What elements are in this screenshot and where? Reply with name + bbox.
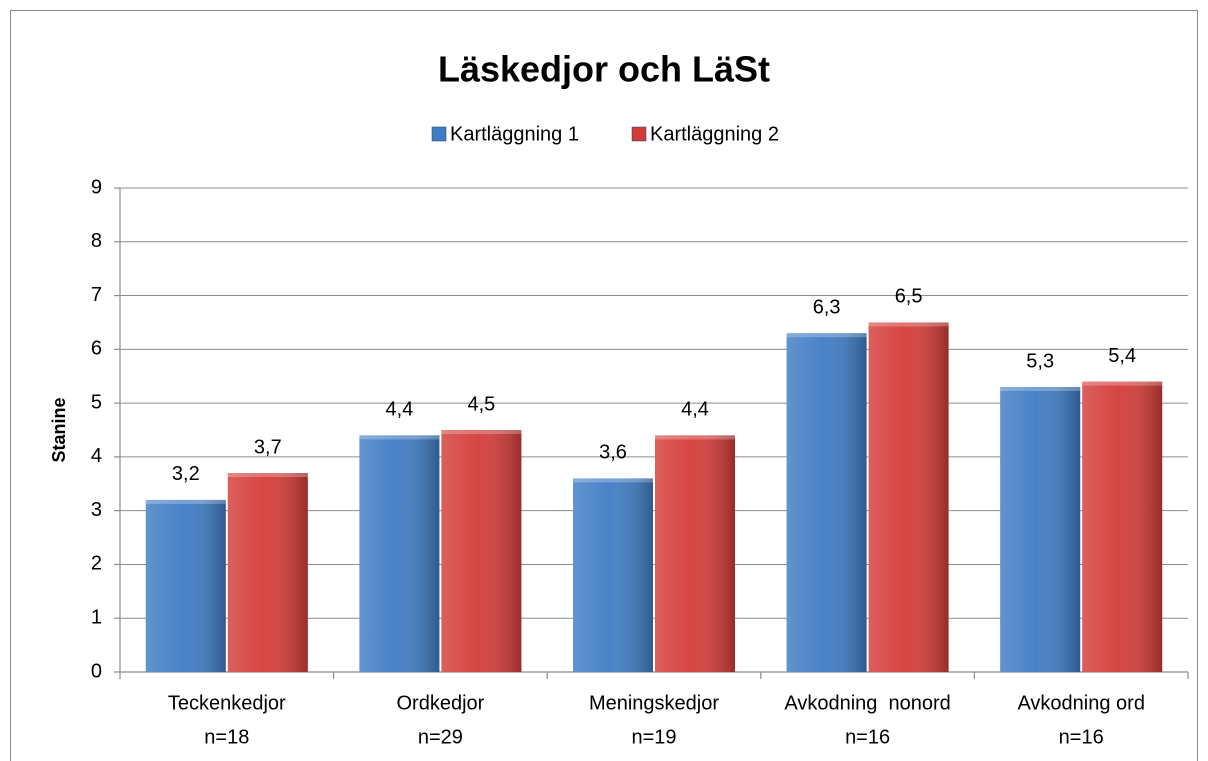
legend-swatch [431, 126, 447, 142]
x-tick-label: n=19 [631, 726, 676, 748]
data-label: 4,5 [467, 393, 495, 415]
y-tick-label: 4 [91, 445, 102, 467]
bar-top [227, 473, 308, 478]
data-label: 5,4 [1108, 345, 1136, 367]
bar-top [145, 499, 226, 504]
x-tick-label: Avkodning ord [1017, 692, 1145, 714]
y-axis-label: Stanine [49, 397, 69, 462]
x-tick-label: n=16 [845, 726, 890, 748]
bar-top [441, 430, 522, 434]
bar-top [655, 435, 735, 440]
data-label: 3,6 [599, 442, 627, 464]
data-label: 6,3 [813, 296, 841, 318]
bar-shade [359, 435, 440, 672]
data-label: 5,3 [1026, 350, 1054, 372]
bar-shade [441, 430, 522, 672]
y-tick-label: 7 [91, 284, 102, 306]
x-tick-label: Ordkedjor [396, 692, 484, 714]
y-tick-label: 1 [91, 607, 102, 629]
y-tick-label: 6 [91, 338, 102, 360]
legend-label: Kartläggning 1 [450, 123, 579, 145]
chart-title: Läskedjor och LäSt [438, 49, 770, 90]
x-tick-label: Avkodning nonord [784, 692, 950, 714]
bar-shade [1000, 386, 1081, 672]
y-tick-label: 0 [91, 660, 102, 682]
data-label: 6,5 [895, 286, 923, 308]
bar-shade [1082, 381, 1163, 672]
y-tick-label: 3 [91, 499, 102, 521]
legend-label: Kartläggning 2 [650, 123, 779, 145]
x-tick-label: Meningskedjor [589, 692, 719, 714]
x-tick-label: n=18 [204, 726, 249, 748]
y-tick-label: 9 [91, 176, 102, 198]
bar-shade [655, 435, 735, 672]
bar-top [573, 478, 653, 483]
data-label: 3,7 [254, 436, 282, 458]
bar-shade [868, 322, 949, 672]
y-tick-label: 5 [91, 391, 102, 413]
bar-top [1082, 381, 1163, 386]
data-label: 4,4 [681, 399, 709, 421]
bar-top [868, 322, 949, 327]
x-tick-label: Teckenkedjor [168, 692, 286, 714]
x-tick-label: n=16 [1059, 726, 1104, 748]
x-tick-label: n=29 [418, 726, 463, 748]
bar-shade [573, 478, 653, 672]
bar-top [786, 333, 867, 338]
bar-shade [786, 333, 867, 672]
bar-top [1000, 386, 1081, 391]
legend-swatch [631, 126, 647, 142]
bar-shade [227, 473, 308, 672]
y-tick-label: 8 [91, 230, 102, 252]
bar-top [359, 435, 440, 440]
bar-shade [145, 499, 226, 672]
data-label: 3,2 [172, 463, 200, 485]
data-label: 4,4 [385, 399, 413, 421]
y-tick-label: 2 [91, 553, 102, 575]
